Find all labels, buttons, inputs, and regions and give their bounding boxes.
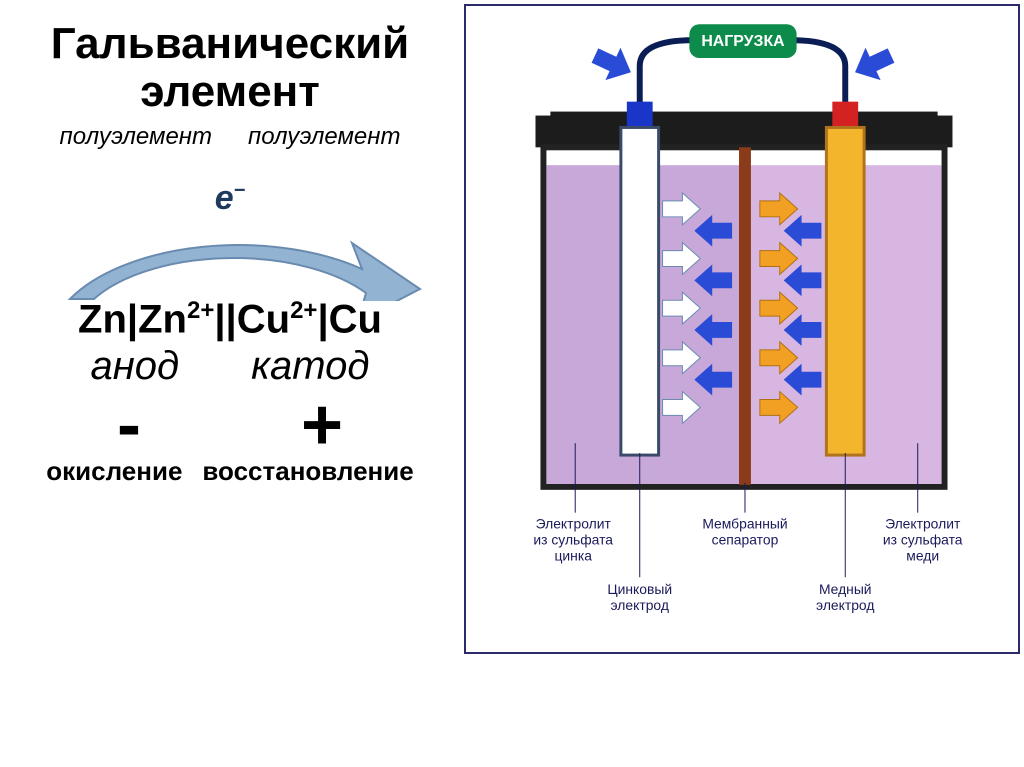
signs-row: - + — [10, 393, 450, 458]
label-electrolyte-cu-1: Электролит — [885, 516, 961, 532]
curved-arrow-shape — [70, 243, 420, 301]
load-label: НАГРУЗКА — [701, 33, 785, 50]
plus-sign: + — [301, 393, 343, 458]
label-separator-2: сепаратор — [712, 531, 779, 547]
oxidation-label: окисление — [46, 456, 182, 487]
title-line1: Гальванический — [51, 19, 409, 68]
label-electrolyte-zn-3: цинка — [554, 547, 592, 563]
label-electrolyte-cu-2: из сульфата — [883, 531, 963, 547]
reduction-label: восстановление — [202, 456, 413, 487]
electron-arrow: e− — [10, 161, 450, 301]
container — [535, 112, 952, 487]
label-zn-electrode-1: Цинковый — [607, 581, 672, 597]
anode-label: анод — [91, 344, 180, 389]
title-line2: элемент — [140, 67, 320, 116]
cu-electrode — [826, 127, 864, 455]
anode-cathode-row: анод катод — [10, 344, 450, 389]
label-electrolyte-zn-1: Электролит — [536, 516, 612, 532]
label-cu-electrode-2: электрод — [816, 597, 874, 613]
label-zn-electrode-2: электрод — [611, 597, 669, 613]
terminal-left — [627, 102, 653, 128]
half-element-right: полуэлемент — [248, 123, 400, 151]
terminal-right — [832, 102, 858, 128]
half-element-left: полуэлемент — [60, 123, 212, 151]
subtitle-row: полуэлемент полуэлемент — [10, 123, 450, 151]
cell-notation: Zn|Zn2+||Cu2+|Cu — [10, 297, 450, 342]
title: Гальванический элемент — [10, 20, 450, 117]
electron-label: e− — [215, 179, 246, 218]
cathode-label: катод — [251, 344, 369, 389]
top-arrow-right — [848, 39, 899, 88]
label-cu-electrode-1: Медный — [819, 581, 872, 597]
cell-diagram-panel: НАГРУЗКА — [464, 4, 1020, 654]
lid — [535, 116, 952, 148]
cell-diagram: НАГРУЗКА — [466, 6, 1018, 652]
label-separator-1: Мембранный — [702, 516, 787, 532]
membrane-separator — [739, 147, 751, 485]
top-arrow-left — [587, 39, 638, 88]
process-row: окисление восстановление — [10, 456, 450, 487]
left-text-panel: Гальванический элемент полуэлемент полуэ… — [0, 0, 460, 507]
minus-sign: - — [117, 393, 141, 458]
label-electrolyte-zn-2: из сульфата — [533, 531, 613, 547]
zn-electrode — [621, 127, 659, 455]
label-electrolyte-cu-3: меди — [906, 547, 939, 563]
